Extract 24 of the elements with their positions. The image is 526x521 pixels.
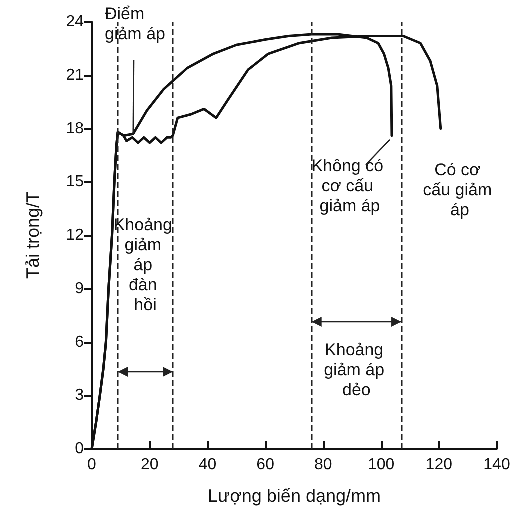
- series-label: Không có cơ cấu giảm áp: [312, 156, 388, 216]
- y-tick-label: 6: [75, 334, 84, 351]
- y-axis-title: Tải trọng/T: [23, 192, 43, 280]
- y-tick-label: 24: [66, 14, 84, 30]
- y-tick-label: 9: [75, 280, 84, 298]
- y-tick-label: 0: [75, 440, 84, 458]
- y-tick-label: 21: [66, 66, 84, 84]
- y-tick-label: 18: [66, 120, 84, 138]
- x-tick-label: 20: [140, 456, 159, 474]
- y-tick-label: 15: [66, 174, 84, 191]
- x-tick-label: 0: [88, 456, 97, 474]
- annotation: Khoảng giảm áp dẻo: [324, 340, 390, 400]
- x-tick-label: 40: [198, 456, 217, 474]
- x-tick-label: 80: [314, 456, 332, 474]
- annotation: Khoảng giảm áp đàn hồi: [114, 216, 178, 314]
- text: Có cơ cấu giảm áp: [423, 160, 497, 220]
- x-axis-title: Lượng biến dạng/mm: [208, 486, 381, 506]
- y-tick-label: 12: [66, 227, 84, 244]
- x-tick-label: 140: [484, 456, 510, 474]
- annotation: Điểm giảm áp: [105, 4, 166, 44]
- x-tick-label: 60: [256, 456, 275, 474]
- y-tick-label: 3: [75, 387, 84, 404]
- x-tick-label: 120: [426, 456, 453, 474]
- x-tick-label: 100: [368, 456, 395, 474]
